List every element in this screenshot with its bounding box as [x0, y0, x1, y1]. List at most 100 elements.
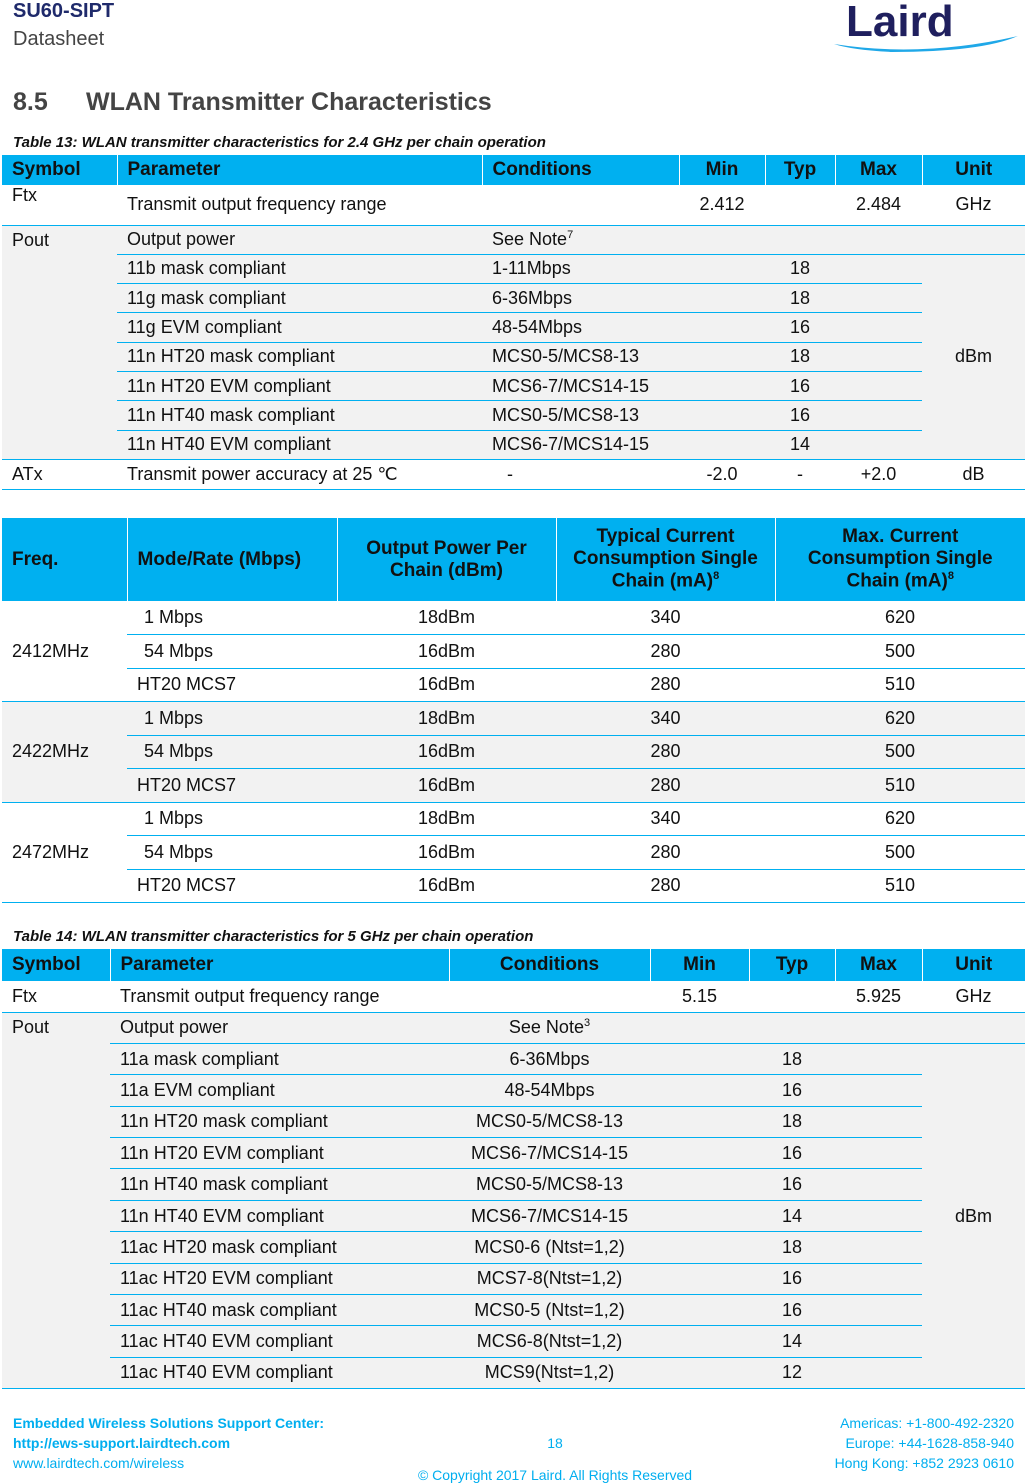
column-header-conditions: Conditions — [481, 155, 679, 185]
column-header-unit: Unit — [921, 155, 1025, 185]
typ-cell: 16 — [749, 1168, 835, 1201]
parameter-cell: 11ac HT40 mask compliant — [110, 1294, 449, 1327]
table-14: Symbol Parameter Conditions Min Typ Max Unit Ft… — [2, 949, 1025, 1390]
conditions-cell: MCS0-5 (Ntst=1,2) — [449, 1294, 650, 1327]
footer-left: Embedded Wireless Solutions Support Cent… — [13, 1413, 324, 1473]
output-power-cell: 16dBm — [337, 634, 556, 669]
max-current-cell: 620 — [775, 802, 1025, 836]
symbol-cell: Pout — [2, 1012, 110, 1390]
support-url-link[interactable]: http://ews-support.lairdtech.com — [13, 1435, 231, 1451]
table-row: 54 Mbps 16dBm 280 500 — [2, 835, 1025, 870]
output-power-cell: 16dBm — [337, 735, 556, 769]
frequency-cell: 2472MHz — [2, 802, 127, 903]
table-row: 11n HT20 mask compliant MCS0-5/MCS8-13 18 — [2, 342, 1025, 372]
table-row: 2472MHz 1 Mbps 18dBm 340 620 — [2, 802, 1025, 903]
parameter-cell: 11ac HT20 mask compliant — [110, 1231, 449, 1264]
max-cell — [835, 1357, 922, 1390]
conditions-cell: MCS9(Ntst=1,2) — [449, 1357, 650, 1390]
output-power-cell: 18dBm — [337, 802, 556, 836]
column-header-symbol: Symbol — [2, 949, 110, 981]
max-cell — [835, 1074, 922, 1107]
table-row: Ftx Transmit output frequency range 2.412 2… — [2, 185, 1025, 226]
parameter-cell: 11n HT40 EVM compliant — [110, 1200, 449, 1233]
website-link[interactable]: www.lairdtech.com/wireless — [13, 1455, 185, 1471]
section-heading: 8.5 WLAN Transmitter Characteristics — [13, 88, 492, 117]
column-header-symbol: Symbol — [2, 155, 117, 185]
max-cell: 5.925 — [835, 981, 922, 1013]
table-row: 11n HT40 mask compliant MCS0-5/MCS8-13 16 — [2, 1168, 1025, 1201]
table-row: 11ac HT40 EVM compliant MCS6-8(Ntst=1,2) 1… — [2, 1325, 1025, 1358]
table-row: 11n HT20 mask compliant MCS0-5/MCS8-13 18 — [2, 1106, 1025, 1139]
table-13: Symbol Parameter Conditions Min Typ Max Unit Ft… — [2, 155, 1025, 490]
typical-current-cell: 340 — [556, 802, 775, 836]
parameter-cell: Output power — [117, 225, 482, 255]
table-row: 11n HT40 EVM compliant MCS6-7/MCS14-15 14 — [2, 430, 1025, 460]
table-row: 11n HT40 EVM compliant MCS6-7/MCS14-15 14 — [2, 1200, 1025, 1233]
column-header-unit: Unit — [921, 949, 1025, 981]
table-row: 11ac HT20 EVM compliant MCS7-8(Ntst=1,2) 1… — [2, 1263, 1025, 1296]
typ-cell: 16 — [749, 1263, 835, 1296]
max-cell — [835, 1231, 922, 1264]
typ-cell: 16 — [749, 1294, 835, 1327]
unit-cell: dBm — [922, 1043, 1025, 1390]
min-cell — [679, 400, 765, 431]
conditions-cell: 1-11Mbps — [482, 254, 679, 285]
max-cell — [835, 312, 922, 343]
max-cell — [835, 254, 922, 285]
mode-cell: 54 Mbps — [127, 735, 337, 769]
typ-cell: 18 — [749, 1043, 835, 1076]
empty-cell — [650, 1012, 749, 1044]
max-cell — [835, 430, 922, 460]
parameter-cell: Transmit output frequency range — [117, 185, 482, 226]
min-cell — [650, 1357, 749, 1390]
max-cell — [835, 1294, 922, 1327]
table-row: 54 Mbps 16dBm 280 500 — [2, 735, 1025, 769]
table-row: 11g mask compliant 6-36Mbps 18 — [2, 283, 1025, 314]
header-text: Max. Current Consumption Single Chain (m… — [807, 526, 993, 592]
table-14-caption: Table 14: WLAN transmitter characteristi… — [13, 928, 534, 945]
min-cell — [650, 1294, 749, 1327]
conditions-cell: See Note7 — [482, 225, 679, 255]
parameter-cell: 11g mask compliant — [117, 283, 482, 314]
conditions-cell — [482, 185, 679, 226]
mode-cell: HT20 MCS7 — [127, 768, 337, 803]
parameter-cell: 11n HT20 mask compliant — [117, 342, 482, 372]
typ-cell: 18 — [749, 1231, 835, 1264]
min-cell — [679, 283, 765, 314]
table-row: HT20 MCS7 16dBm 280 510 — [2, 668, 1025, 702]
conditions-cell: MCS7-8(Ntst=1,2) — [449, 1263, 650, 1296]
conditions-cell — [449, 981, 650, 1013]
max-cell — [835, 371, 922, 402]
parameter-cell: 11n HT20 EVM compliant — [110, 1137, 449, 1170]
max-current-cell: 510 — [775, 668, 1025, 702]
empty-cell — [679, 225, 765, 255]
min-cell — [679, 371, 765, 402]
column-header-conditions: Conditions — [448, 949, 650, 981]
output-power-cell: 18dBm — [337, 701, 556, 736]
parameter-cell: 11n HT20 mask compliant — [110, 1106, 449, 1139]
copyright: © Copyright 2017 Laird. All Rights Reser… — [417, 1467, 693, 1483]
table-row: Pout Output power See Note7 — [2, 225, 1025, 460]
column-header: Output Power Per Chain (dBm) — [336, 518, 556, 601]
typ-cell: - — [765, 459, 835, 490]
conditions-cell: 6-36Mbps — [482, 283, 679, 314]
output-power-cell: 16dBm — [337, 768, 556, 803]
parameter-cell: 11n HT40 EVM compliant — [117, 430, 482, 460]
min-cell — [650, 1325, 749, 1358]
max-current-cell: 620 — [775, 601, 1025, 635]
section-title: WLAN Transmitter Characteristics — [86, 88, 492, 116]
section-number: 8.5 — [13, 88, 48, 116]
table-row: 11a mask compliant 6-36Mbps 18 dBm — [2, 1043, 1025, 1390]
document-title: SU60-SIPT — [13, 0, 115, 22]
min-cell — [679, 312, 765, 343]
header-row: Symbol Parameter Conditions Min Typ Max Unit — [2, 155, 1025, 185]
parameter-cell: 11ac HT40 EVM compliant — [110, 1325, 449, 1358]
typical-current-cell: 340 — [556, 701, 775, 736]
parameter-cell: 11g EVM compliant — [117, 312, 482, 343]
table-row: ATx Transmit power accuracy at 25 ℃ - -2.0-… — [2, 459, 1025, 490]
typ-cell — [749, 981, 835, 1013]
table-row: 11ac HT20 mask compliant MCS0-6 (Ntst=1,2… — [2, 1231, 1025, 1264]
typ-cell: 18 — [749, 1106, 835, 1139]
table-row: HT20 MCS7 16dBm 280 510 — [2, 768, 1025, 803]
typical-current-cell: 280 — [556, 668, 775, 702]
